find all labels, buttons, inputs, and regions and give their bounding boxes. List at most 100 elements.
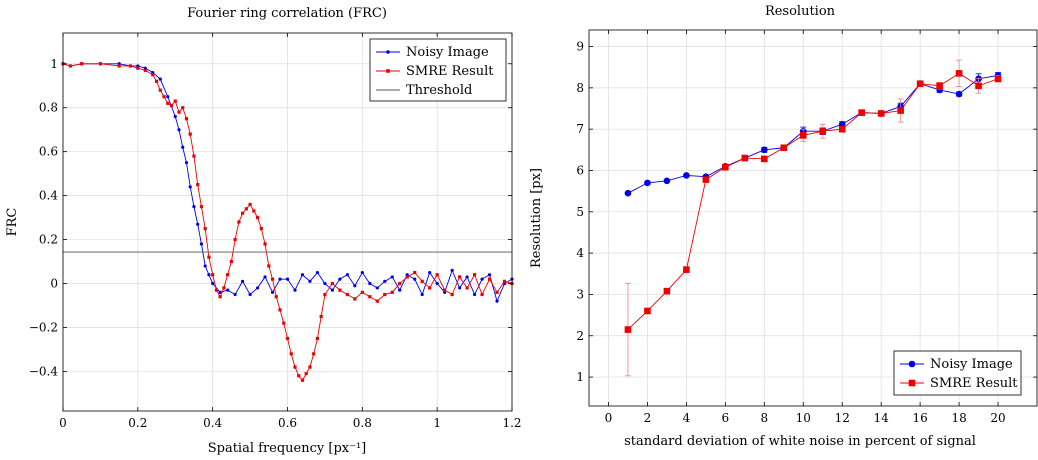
resolution-noisy-image-point xyxy=(683,172,690,179)
resolution-smre-result-point xyxy=(683,266,690,273)
resolution-title: Resolution xyxy=(765,4,836,19)
frc-smre-result-point xyxy=(199,205,204,209)
frc-noisy-image-point xyxy=(184,161,189,165)
resolution-smre-result-point xyxy=(780,144,788,152)
frc-smre-result-point xyxy=(136,66,140,70)
frc-smre-result-point xyxy=(323,292,327,297)
frc-smre-result-point xyxy=(308,365,312,369)
frc-noisy-image-point xyxy=(420,292,424,297)
frc-smre-result-point xyxy=(233,237,237,242)
frc-x-axis-label: Spatial frequency [px⁻¹] xyxy=(208,441,367,456)
resolution-y-tick-label: 1 xyxy=(576,370,584,384)
frc-smre-result-point xyxy=(360,290,364,294)
frc-smre-result-point xyxy=(128,64,132,68)
resolution-y-tick-label: 4 xyxy=(576,246,584,260)
resolution-y-tick-label: 5 xyxy=(576,205,584,219)
frc-legend-marker-smre-result xyxy=(386,69,390,73)
frc-x-tick-label: 0 xyxy=(59,416,67,430)
frc-smre-result-point xyxy=(158,88,162,92)
resolution-x-tick-label: 18 xyxy=(951,411,966,425)
resolution-y-tick-label: 9 xyxy=(576,40,584,54)
frc-noisy-image-point xyxy=(353,284,357,288)
frc-noisy-image-point xyxy=(300,273,305,277)
resolution-y-tick-label: 6 xyxy=(576,163,584,177)
frc-noisy-image-point xyxy=(338,277,342,281)
frc-noisy-image-point xyxy=(233,292,237,297)
frc-noisy-image-point xyxy=(435,281,439,286)
resolution-smre-result-line xyxy=(627,72,999,330)
frc-noisy-image-point xyxy=(263,275,267,279)
resolution-x-tick-label: 6 xyxy=(722,411,730,425)
frc-smre-result-point xyxy=(252,209,256,213)
frc-smre-result-point xyxy=(480,292,484,297)
frc-noisy-image-point xyxy=(241,279,245,283)
resolution-x-tick-label: 4 xyxy=(683,411,691,425)
frc-smre-result-point xyxy=(465,286,469,290)
resolution-smre-result-point xyxy=(722,163,729,171)
frc-noisy-image-point xyxy=(173,114,177,119)
frc-smre-result-point xyxy=(143,68,147,72)
frc-smre-result-point xyxy=(315,336,320,341)
frc-smre-result-point xyxy=(214,288,219,292)
resolution-smre-result-point xyxy=(858,109,865,116)
frc-y-tick-label: 0 xyxy=(50,277,58,291)
frc-smre-result-point xyxy=(443,288,447,292)
frc-noisy-image-point xyxy=(308,279,312,283)
resolution-noisy-image-point xyxy=(663,177,671,185)
frc-y-tick-label: 0.6 xyxy=(39,145,58,159)
frc-smre-result-point xyxy=(398,281,402,286)
frc-noisy-image-point xyxy=(199,242,204,246)
frc-noisy-image-point xyxy=(413,277,417,281)
frc-smre-result-point xyxy=(450,292,454,297)
frc-noisy-image-point xyxy=(345,273,349,277)
frc-smre-result-point xyxy=(80,62,84,66)
frc-smre-result-point xyxy=(229,259,233,264)
frc-smre-result-point xyxy=(241,211,245,215)
resolution-y-tick-label: 7 xyxy=(576,122,584,136)
frc-noisy-image-point xyxy=(375,286,379,290)
frc-noisy-image-point xyxy=(285,277,290,281)
frc-noisy-image-point xyxy=(390,275,394,279)
frc-smre-result-point xyxy=(487,277,492,281)
frc-smre-result-point xyxy=(244,207,248,211)
resolution-x-tick-label: 8 xyxy=(760,411,768,425)
resolution-smre-result-point xyxy=(702,176,710,183)
frc-smre-result-point xyxy=(420,279,424,283)
frc-smre-result-point xyxy=(289,352,293,356)
frc-noisy-image-point xyxy=(181,145,185,149)
frc-smre-result-point xyxy=(117,64,121,68)
resolution-smre-result-point xyxy=(761,155,768,163)
frc-smre-result-point xyxy=(203,226,207,231)
resolution-smre-result-point xyxy=(955,70,963,77)
frc-smre-result-point xyxy=(211,273,215,277)
frc-smre-result-point xyxy=(222,286,226,290)
frc-ticks: 0 0.2 0.4 0.6 0.8 1 1.2 −0.4 −0.2 0 0.2 0.4 0.6 0.8 1 xyxy=(29,33,522,430)
frc-y-tick-label: −0.2 xyxy=(29,320,58,334)
frc-smre-result-point xyxy=(181,106,185,110)
frc-noisy-image-point xyxy=(158,77,162,81)
frc-noisy-image-point xyxy=(270,290,275,294)
frc-noisy-image-point xyxy=(218,290,222,294)
resolution-smre-result-point xyxy=(624,326,632,333)
frc-smre-result-point xyxy=(293,365,297,369)
frc-smre-result-point xyxy=(282,321,286,325)
frc-smre-result-point xyxy=(435,273,439,277)
frc-smre-result-point xyxy=(338,288,342,292)
frc-smre-result-point xyxy=(267,264,271,268)
frc-smre-result-point xyxy=(196,183,200,187)
frc-noisy-image-point xyxy=(203,264,207,268)
resolution-legend-marker-noisy-image xyxy=(908,360,916,368)
resolution-legend-box xyxy=(893,350,1022,396)
frc-x-tick-label: 0.4 xyxy=(203,416,222,430)
resolution-y-tick-label: 8 xyxy=(576,81,584,95)
resolution-noisy-image-point xyxy=(955,90,963,98)
frc-noisy-image-point xyxy=(211,281,215,286)
resolution-legend-item-smre-result: SMRE Result xyxy=(900,376,1018,391)
frc-chart: Fourier ring correlation (FRC) 0 0.2 0.4 0.… xyxy=(5,6,522,456)
resolution-noisy-image-point xyxy=(761,146,768,154)
frc-y-tick-label: 1 xyxy=(50,57,58,71)
frc-noisy-image-point xyxy=(428,270,432,275)
frc-legend: Noisy Image SMRE Result Threshold xyxy=(369,38,507,102)
frc-smre-result-point xyxy=(218,295,222,299)
